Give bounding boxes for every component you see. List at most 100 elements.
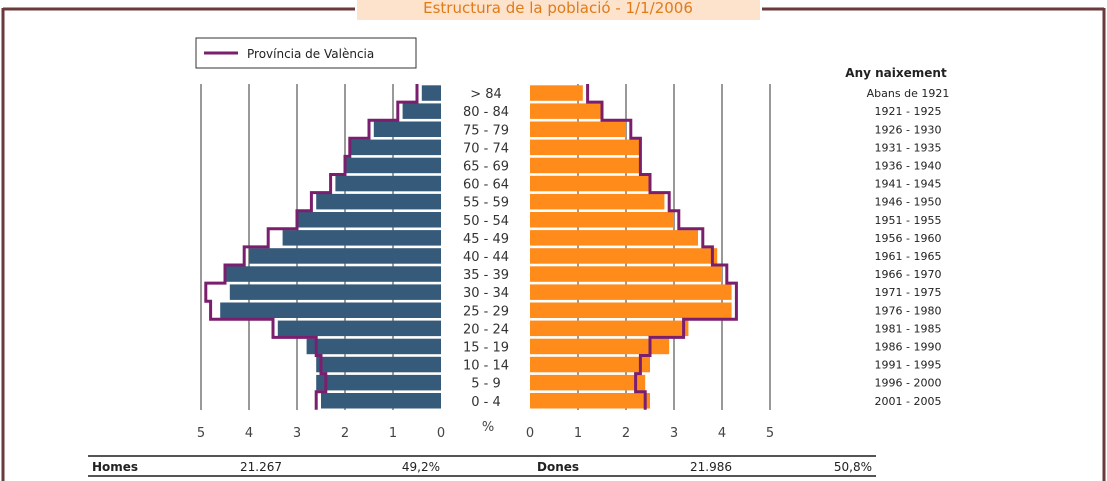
bar-men: [316, 193, 441, 210]
birth-year-label: 1996 - 2000: [875, 377, 942, 390]
bar-women: [530, 356, 650, 373]
birth-year-label: 1976 - 1980: [875, 304, 942, 317]
age-labels: > 84 80 - 84 75 - 79 70 - 74 65 - 69 60 - 64 5…: [463, 87, 509, 410]
men-label: Homes: [92, 460, 138, 474]
birth-year-label: 1981 - 1985: [875, 322, 942, 335]
age-group-label: 55 - 59: [463, 196, 509, 211]
bar-women: [530, 320, 689, 337]
x-tick-left: 1: [389, 426, 397, 441]
bar-men: [402, 103, 441, 119]
birth-year-label: Abans de 1921: [867, 87, 950, 100]
age-group-label: 15 - 19: [463, 340, 509, 355]
bar-women: [530, 175, 650, 192]
x-tick-right: 0: [526, 426, 534, 441]
birth-year-label: 1956 - 1960: [875, 232, 942, 245]
summary-row: Homes 21.267 49,2% Dones 21.986 50,8%: [88, 455, 876, 477]
x-axis-ticks: 5 4 3 2 1 0 0 1 2 3 4 5: [197, 426, 774, 441]
bar-men: [229, 284, 441, 300]
title-background: [357, 0, 760, 20]
birth-year-label: 1921 - 1925: [875, 105, 942, 118]
age-group-label: 30 - 34: [463, 286, 509, 301]
bar-women: [530, 85, 583, 101]
bar-women: [530, 193, 665, 210]
age-group-label: 35 - 39: [463, 268, 509, 283]
x-tick-right: 4: [718, 426, 726, 441]
age-group-label: 5 - 9: [471, 377, 501, 392]
legend-label: Província de València: [247, 47, 374, 61]
birth-year-label: 1986 - 1990: [875, 340, 942, 353]
men-count: 21.267: [240, 460, 282, 474]
bar-women: [530, 212, 674, 228]
bar-women: [530, 157, 641, 174]
bar-women: [530, 121, 626, 137]
birth-year-label: 1936 - 1940: [875, 159, 942, 172]
bar-men: [297, 212, 441, 228]
age-group-label: > 84: [470, 87, 502, 102]
birth-year-label: 1931 - 1935: [875, 141, 942, 154]
x-tick-left: 3: [293, 426, 301, 441]
x-tick-left: 5: [197, 426, 205, 441]
bar-men: [282, 230, 441, 246]
birth-year-label: 1926 - 1930: [875, 123, 942, 136]
age-group-label: 75 - 79: [463, 123, 509, 138]
comparison-lines: [204, 84, 738, 410]
bar-women: [530, 302, 732, 318]
x-axis-unit: %: [482, 420, 494, 435]
birth-year-label: 1946 - 1950: [875, 196, 942, 209]
women-count: 21.986: [690, 460, 732, 474]
bar-men: [349, 139, 441, 156]
x-tick-right: 2: [622, 426, 630, 441]
age-group-label: 80 - 84: [463, 105, 509, 120]
bar-men: [321, 393, 441, 409]
birth-years-title: Any naixement: [845, 66, 947, 80]
age-group-label: 45 - 49: [463, 232, 509, 247]
x-tick-right: 1: [574, 426, 582, 441]
birth-year-label: 1966 - 1970: [875, 268, 942, 281]
bars: [220, 85, 732, 409]
bar-men: [316, 374, 441, 391]
bar-men: [421, 85, 441, 101]
bar-men: [225, 266, 441, 282]
bar-women: [530, 230, 698, 246]
birth-year-label: 1991 - 1995: [875, 359, 942, 372]
legend: Província de València: [195, 37, 417, 69]
bar-men: [345, 157, 441, 174]
bar-men: [220, 302, 441, 318]
bar-women: [530, 374, 646, 391]
bar-men: [316, 356, 441, 373]
x-tick-right: 3: [670, 426, 678, 441]
women-label: Dones: [537, 460, 579, 474]
age-group-label: 0 - 4: [471, 395, 501, 410]
bar-women: [530, 139, 641, 156]
age-group-label: 60 - 64: [463, 178, 509, 193]
bar-men: [373, 121, 441, 137]
age-group-label: 50 - 54: [463, 214, 509, 229]
birth-year-label: 1971 - 1975: [875, 286, 942, 299]
x-tick-left: 4: [245, 426, 253, 441]
age-group-label: 20 - 24: [463, 322, 509, 337]
bar-men: [249, 248, 441, 264]
province-line-women: [586, 84, 738, 410]
bar-women: [530, 248, 718, 264]
birth-year-label: 1951 - 1955: [875, 214, 942, 227]
x-tick-right: 5: [766, 426, 774, 441]
bar-women: [530, 266, 722, 282]
men-pct: 49,2%: [402, 460, 440, 474]
bar-women: [530, 393, 650, 409]
province-line-men: [204, 84, 419, 410]
bar-men: [335, 175, 441, 192]
birth-year-label: 2001 - 2005: [875, 395, 942, 408]
x-tick-left: 2: [341, 426, 349, 441]
bar-women: [530, 284, 732, 300]
birth-year-label: 1941 - 1945: [875, 178, 942, 191]
age-group-label: 25 - 29: [463, 304, 509, 319]
bar-men: [306, 338, 441, 355]
age-group-label: 65 - 69: [463, 159, 509, 174]
age-group-label: 70 - 74: [463, 141, 509, 156]
birth-year-label: 1961 - 1965: [875, 250, 942, 263]
frame-border: [1, 7, 1106, 481]
chart-title: Estructura de la població - 1/1/2006: [423, 0, 693, 17]
bar-women: [530, 338, 670, 355]
women-pct: 50,8%: [834, 460, 872, 474]
